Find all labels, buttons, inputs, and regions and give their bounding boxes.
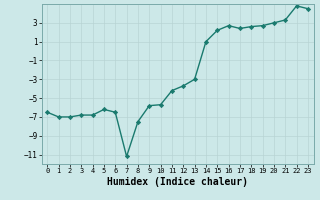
X-axis label: Humidex (Indice chaleur): Humidex (Indice chaleur) [107,177,248,187]
